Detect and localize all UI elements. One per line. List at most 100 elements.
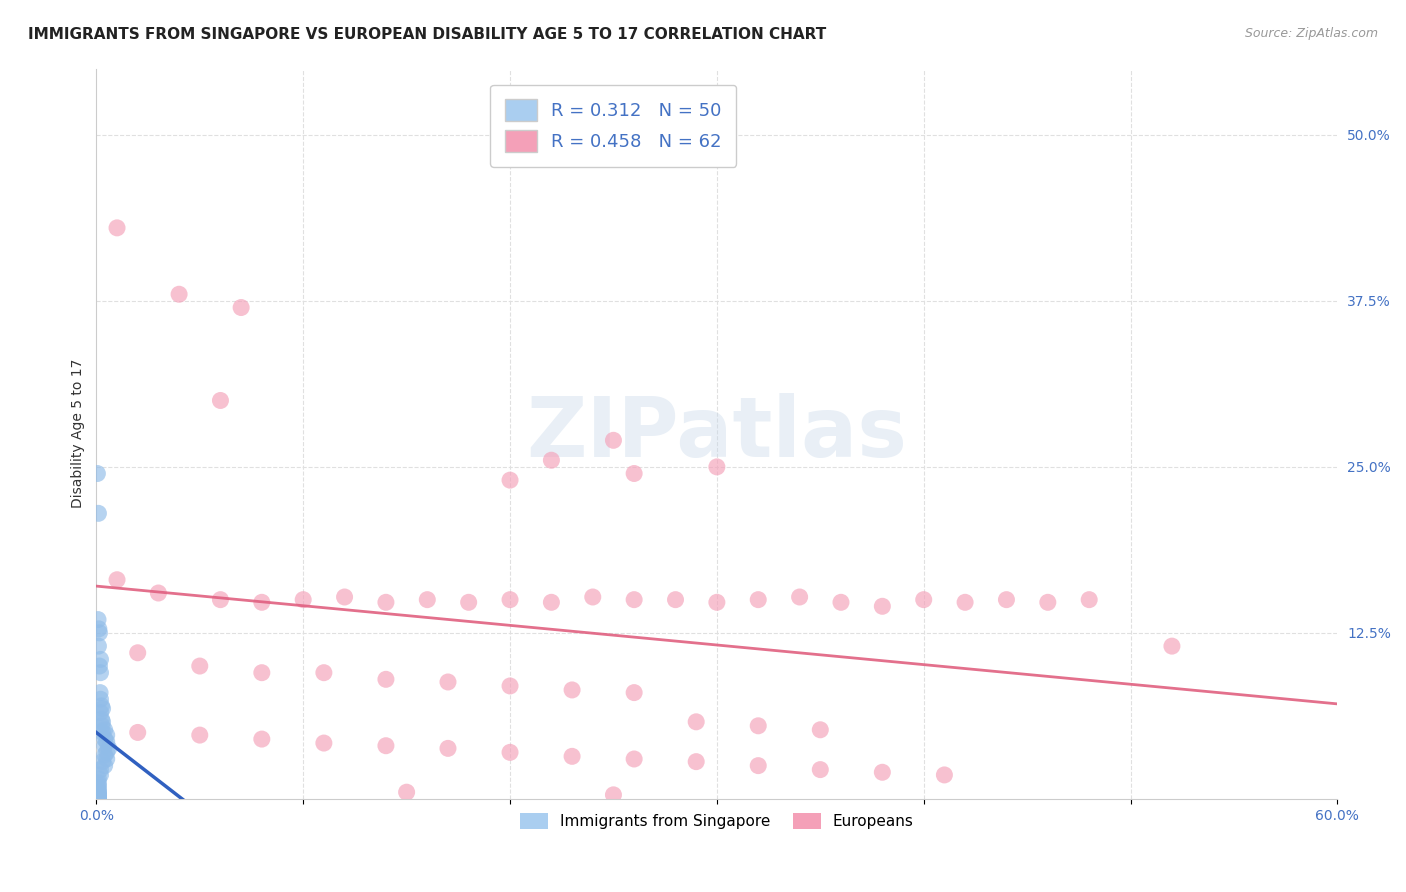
Point bbox=[664, 592, 686, 607]
Point bbox=[91, 714, 114, 729]
Point bbox=[188, 659, 211, 673]
Point bbox=[89, 652, 111, 666]
Point bbox=[747, 719, 769, 733]
Point bbox=[312, 665, 335, 680]
Point bbox=[97, 741, 120, 756]
Point bbox=[582, 590, 605, 604]
Point bbox=[333, 590, 356, 604]
Point bbox=[87, 772, 110, 786]
Point bbox=[312, 736, 335, 750]
Point bbox=[374, 595, 396, 609]
Point bbox=[90, 712, 112, 726]
Point bbox=[89, 763, 111, 777]
Point bbox=[91, 701, 114, 715]
Point bbox=[87, 622, 110, 636]
Point bbox=[89, 665, 111, 680]
Point bbox=[561, 749, 583, 764]
Point bbox=[87, 784, 110, 798]
Point bbox=[540, 453, 562, 467]
Point bbox=[499, 592, 522, 607]
Point bbox=[93, 758, 115, 772]
Point bbox=[87, 792, 110, 806]
Point bbox=[87, 792, 110, 806]
Legend: Immigrants from Singapore, Europeans: Immigrants from Singapore, Europeans bbox=[515, 806, 920, 835]
Point bbox=[89, 692, 111, 706]
Point bbox=[1036, 595, 1059, 609]
Point bbox=[706, 595, 728, 609]
Point bbox=[250, 665, 273, 680]
Point bbox=[91, 755, 114, 769]
Point bbox=[90, 698, 112, 713]
Point bbox=[105, 573, 128, 587]
Point bbox=[87, 789, 110, 804]
Point bbox=[87, 639, 110, 653]
Point bbox=[374, 739, 396, 753]
Point bbox=[87, 790, 110, 805]
Point bbox=[872, 599, 894, 614]
Point bbox=[87, 613, 110, 627]
Point bbox=[872, 765, 894, 780]
Point bbox=[789, 590, 811, 604]
Point bbox=[395, 785, 418, 799]
Point bbox=[623, 592, 645, 607]
Point bbox=[87, 792, 110, 806]
Point bbox=[602, 788, 624, 802]
Point bbox=[623, 752, 645, 766]
Point bbox=[91, 719, 114, 733]
Point bbox=[87, 788, 110, 802]
Point bbox=[87, 776, 110, 790]
Point bbox=[127, 646, 149, 660]
Point bbox=[250, 595, 273, 609]
Point bbox=[87, 787, 110, 801]
Point bbox=[561, 682, 583, 697]
Point bbox=[808, 763, 831, 777]
Text: ZIPatlas: ZIPatlas bbox=[526, 393, 907, 475]
Point bbox=[89, 706, 111, 720]
Point bbox=[1078, 592, 1101, 607]
Text: Source: ZipAtlas.com: Source: ZipAtlas.com bbox=[1244, 27, 1378, 40]
Point bbox=[499, 473, 522, 487]
Text: IMMIGRANTS FROM SINGAPORE VS EUROPEAN DISABILITY AGE 5 TO 17 CORRELATION CHART: IMMIGRANTS FROM SINGAPORE VS EUROPEAN DI… bbox=[28, 27, 827, 42]
Point bbox=[912, 592, 935, 607]
Point bbox=[437, 675, 460, 690]
Point bbox=[188, 728, 211, 742]
Point bbox=[93, 732, 115, 747]
Point bbox=[91, 725, 114, 739]
Point bbox=[127, 725, 149, 739]
Point bbox=[374, 673, 396, 687]
Point bbox=[830, 595, 852, 609]
Point bbox=[747, 592, 769, 607]
Point bbox=[87, 792, 110, 806]
Point bbox=[93, 739, 115, 753]
Point bbox=[87, 792, 110, 806]
Point bbox=[167, 287, 190, 301]
Point bbox=[1161, 639, 1184, 653]
Point bbox=[87, 792, 110, 806]
Point bbox=[87, 506, 110, 520]
Point bbox=[96, 745, 118, 759]
Point bbox=[87, 792, 110, 806]
Point bbox=[93, 723, 115, 737]
Point bbox=[706, 459, 728, 474]
Point bbox=[499, 679, 522, 693]
Point bbox=[89, 625, 111, 640]
Y-axis label: Disability Age 5 to 17: Disability Age 5 to 17 bbox=[72, 359, 86, 508]
Point bbox=[457, 595, 479, 609]
Point bbox=[995, 592, 1018, 607]
Point bbox=[87, 792, 110, 806]
Point bbox=[747, 758, 769, 772]
Point bbox=[602, 434, 624, 448]
Point bbox=[292, 592, 315, 607]
Point bbox=[437, 741, 460, 756]
Point bbox=[86, 467, 108, 481]
Point bbox=[89, 659, 111, 673]
Point bbox=[934, 768, 956, 782]
Point bbox=[96, 735, 118, 749]
Point bbox=[623, 467, 645, 481]
Point bbox=[499, 745, 522, 759]
Point bbox=[96, 728, 118, 742]
Point bbox=[953, 595, 976, 609]
Point bbox=[93, 747, 115, 762]
Point bbox=[87, 779, 110, 793]
Point bbox=[808, 723, 831, 737]
